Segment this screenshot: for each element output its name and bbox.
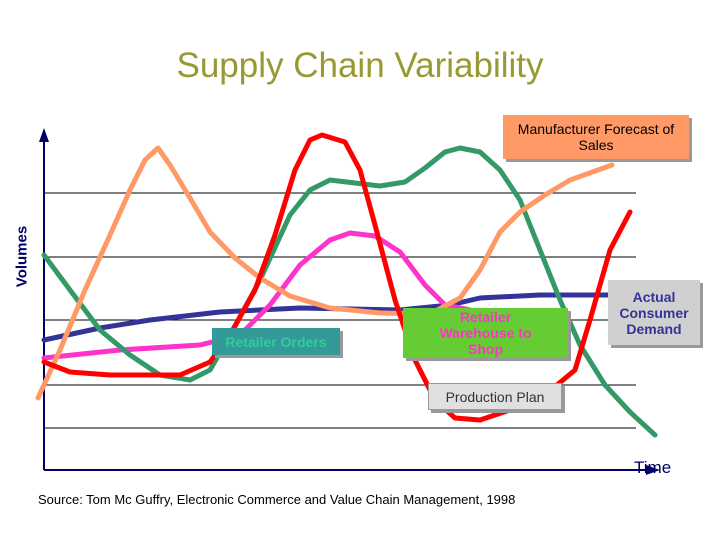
retailer-orders-curve [41,145,658,438]
x-axis-label: Time [634,458,672,477]
warehouse-curve [41,230,473,361]
retailer-orders-label: Retailer Orders [212,328,340,355]
y-axis-label: Volumes [13,225,31,288]
y-arrow [39,128,49,142]
warehouse-label: Retailer Warehouse to Shop [403,308,568,358]
production-label: Production Plan [428,383,562,410]
title: Supply Chain Variability [176,46,544,85]
x-arrow [646,465,660,475]
forecast-curve [35,145,615,401]
demand-label: Actual Consumer Demand [608,280,700,345]
forecast-label: Manufacturer Forecast of Sales [503,115,689,159]
source: Source: Tom Mc Guffry, Electronic Commer… [38,492,516,507]
demand-curve [41,132,633,423]
